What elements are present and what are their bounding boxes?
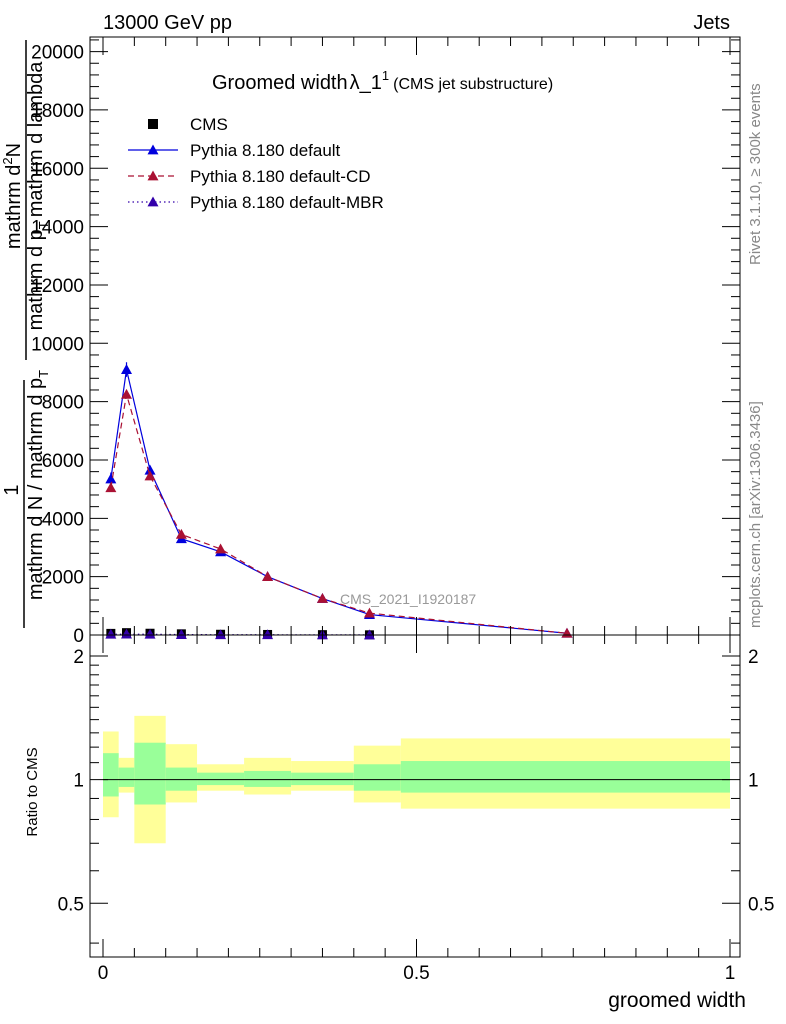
ratio-inner-band bbox=[103, 753, 119, 797]
series-point-2 bbox=[144, 470, 156, 481]
series-point-3 bbox=[175, 629, 187, 639]
main-ylabel: 1 mathrm d2N mathrm d pTmathrm d lambda … bbox=[0, 40, 51, 628]
title-sup: 1 bbox=[382, 68, 389, 83]
main-ytick-label: 8000 bbox=[42, 393, 84, 414]
main-title: Groomed width λ_11 (CMS jet substructure) bbox=[212, 68, 553, 94]
series-point-3 bbox=[363, 629, 375, 640]
ylabel-num-a: mathrm d bbox=[3, 165, 25, 249]
title-main: Groomed width bbox=[212, 72, 348, 94]
series-point-3 bbox=[262, 629, 274, 640]
mcplots-label: mcplots.cern.ch [arXiv:1306.3436] bbox=[747, 401, 764, 628]
ylabel-bottom-sub: T bbox=[36, 370, 51, 378]
legend-item-0: CMS bbox=[148, 115, 228, 134]
main-ytick-label: 14000 bbox=[31, 218, 84, 239]
ylabel-num-b: N bbox=[3, 143, 25, 157]
legend-label: CMS bbox=[190, 115, 228, 134]
ratio-inner-band bbox=[134, 742, 166, 805]
main-ytick-label: 16000 bbox=[31, 159, 84, 180]
title-lambda: λ_1 bbox=[350, 72, 382, 94]
series-point-1 bbox=[105, 473, 117, 484]
main-ytick-label: 12000 bbox=[31, 276, 84, 297]
ratio-inner-band bbox=[353, 764, 401, 791]
main-ytick-label: 6000 bbox=[42, 451, 84, 472]
legend-marker bbox=[148, 119, 158, 129]
ratio-ytick-label-right: 1 bbox=[748, 771, 759, 792]
series-point-3 bbox=[105, 628, 117, 639]
ratio-ytick-label-right: 0.5 bbox=[748, 894, 774, 915]
ylabel-denominator: mathrm d pTmathrm d lambda bbox=[25, 61, 51, 331]
series-point-2 bbox=[215, 543, 227, 554]
legend-marker bbox=[147, 196, 159, 207]
main-ytick-label: 10000 bbox=[31, 334, 84, 355]
ylabel-denom-a: mathrm d p bbox=[25, 229, 47, 330]
series-point-3 bbox=[121, 628, 133, 639]
series-point-2 bbox=[175, 528, 187, 539]
series-point-1 bbox=[144, 464, 156, 475]
main-ytick-label: 0 bbox=[73, 626, 84, 647]
ratio-ytick-label-left: 0.5 bbox=[58, 894, 84, 915]
ylabel-bottom: mathrm d N / mathrm d pT bbox=[25, 370, 51, 600]
ratio-panel: 0.5 0.5 1 1 2 2 0 0.5 1 Ratio to CMS groomed wid… bbox=[24, 634, 774, 1012]
series-point-2 bbox=[316, 593, 328, 603]
x-tick-label: 1 bbox=[725, 963, 736, 984]
main-plot-marks bbox=[105, 362, 573, 640]
title-sub: (CMS jet substructure) bbox=[393, 76, 553, 93]
ratio-ylabel: Ratio to CMS bbox=[24, 747, 41, 836]
ratio-axes: 0.5 0.5 1 1 2 2 0 0.5 1 bbox=[58, 635, 774, 984]
legend-label: Pythia 8.180 default-MBR bbox=[190, 193, 384, 212]
legend-label: Pythia 8.180 default bbox=[190, 141, 341, 160]
ratio-plot-marks bbox=[103, 715, 730, 844]
watermark: CMS_2021_I1920187 bbox=[340, 591, 476, 607]
ratio-inner-band bbox=[244, 770, 292, 787]
series-point-2 bbox=[121, 388, 133, 399]
series-point-3 bbox=[144, 628, 156, 639]
header-right: Jets bbox=[693, 12, 730, 34]
main-frame bbox=[89, 36, 741, 636]
series-point-1 bbox=[121, 364, 133, 374]
series-point-2 bbox=[262, 571, 274, 582]
series-point-2 bbox=[363, 607, 375, 618]
main-ytick-label: 4000 bbox=[42, 509, 84, 530]
legend-marker bbox=[147, 170, 159, 181]
legend-item-2: Pythia 8.180 default-CD bbox=[128, 167, 371, 186]
ylabel-num-sup: 2 bbox=[0, 157, 15, 164]
ratio-inner-band bbox=[165, 767, 198, 791]
legend-item-1: Pythia 8.180 default bbox=[128, 141, 341, 160]
ylabel-bottom-a: mathrm d N / mathrm d p bbox=[25, 378, 47, 600]
series-point-3 bbox=[215, 629, 227, 640]
ylabel-denom-b: mathrm d lambda bbox=[25, 61, 47, 217]
legend-marker bbox=[147, 144, 159, 155]
ratio-inner-band bbox=[400, 761, 730, 793]
series-point-2 bbox=[105, 482, 117, 493]
ylabel-one: 1 bbox=[1, 484, 23, 495]
ratio-inner-band bbox=[197, 772, 245, 786]
series-line-1 bbox=[110, 369, 568, 634]
main-ytick-label: 2000 bbox=[42, 568, 84, 589]
main-panel: 0 2000 4000 6000 8000 10000 12000 14000 16000 180… bbox=[0, 36, 741, 647]
series-line-2 bbox=[110, 394, 568, 634]
x-tick-label: 0.5 bbox=[403, 963, 429, 984]
legend-label: Pythia 8.180 default-CD bbox=[190, 167, 371, 186]
ratio-ytick-label-right: 2 bbox=[748, 647, 759, 668]
ratio-inner-band bbox=[118, 767, 135, 787]
ratio-frame bbox=[89, 634, 741, 958]
main-ytick-label: 18000 bbox=[31, 101, 84, 122]
legend: CMS Pythia 8.180 default Pythia 8.180 defa… bbox=[128, 115, 384, 212]
rivet-label: Rivet 3.1.10, ≥ 300k events bbox=[747, 83, 764, 265]
x-axis-label: groomed width bbox=[608, 989, 746, 1012]
main-ytick-label: 20000 bbox=[31, 43, 84, 64]
ylabel-denom-sub: T bbox=[36, 221, 51, 229]
ratio-inner-band bbox=[291, 772, 354, 786]
ratio-ytick-label-left: 1 bbox=[73, 771, 84, 792]
main-axes: 0 2000 4000 6000 8000 10000 12000 14000 16000 180… bbox=[31, 37, 740, 647]
x-tick-label: 0 bbox=[98, 963, 109, 984]
legend-item-3: Pythia 8.180 default-MBR bbox=[128, 193, 384, 212]
header-left: 13000 GeV pp bbox=[103, 12, 232, 34]
ratio-ytick-label-left: 2 bbox=[73, 647, 84, 668]
ylabel-numerator: mathrm d2N bbox=[0, 143, 25, 249]
